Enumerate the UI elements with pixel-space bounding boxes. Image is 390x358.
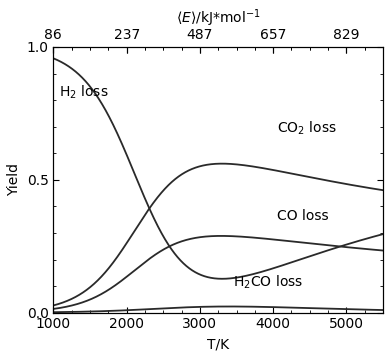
Text: CO loss: CO loss [277,209,328,223]
Text: CO$_2$ loss: CO$_2$ loss [277,119,337,137]
Y-axis label: Yield: Yield [7,163,21,196]
X-axis label: T/K: T/K [207,337,229,351]
X-axis label: $\langle E\rangle$/kJ*mol$^{-1}$: $\langle E\rangle$/kJ*mol$^{-1}$ [176,7,261,29]
Text: H$_2$ loss: H$_2$ loss [59,83,109,101]
Text: H$_2$CO loss: H$_2$CO loss [233,274,303,291]
